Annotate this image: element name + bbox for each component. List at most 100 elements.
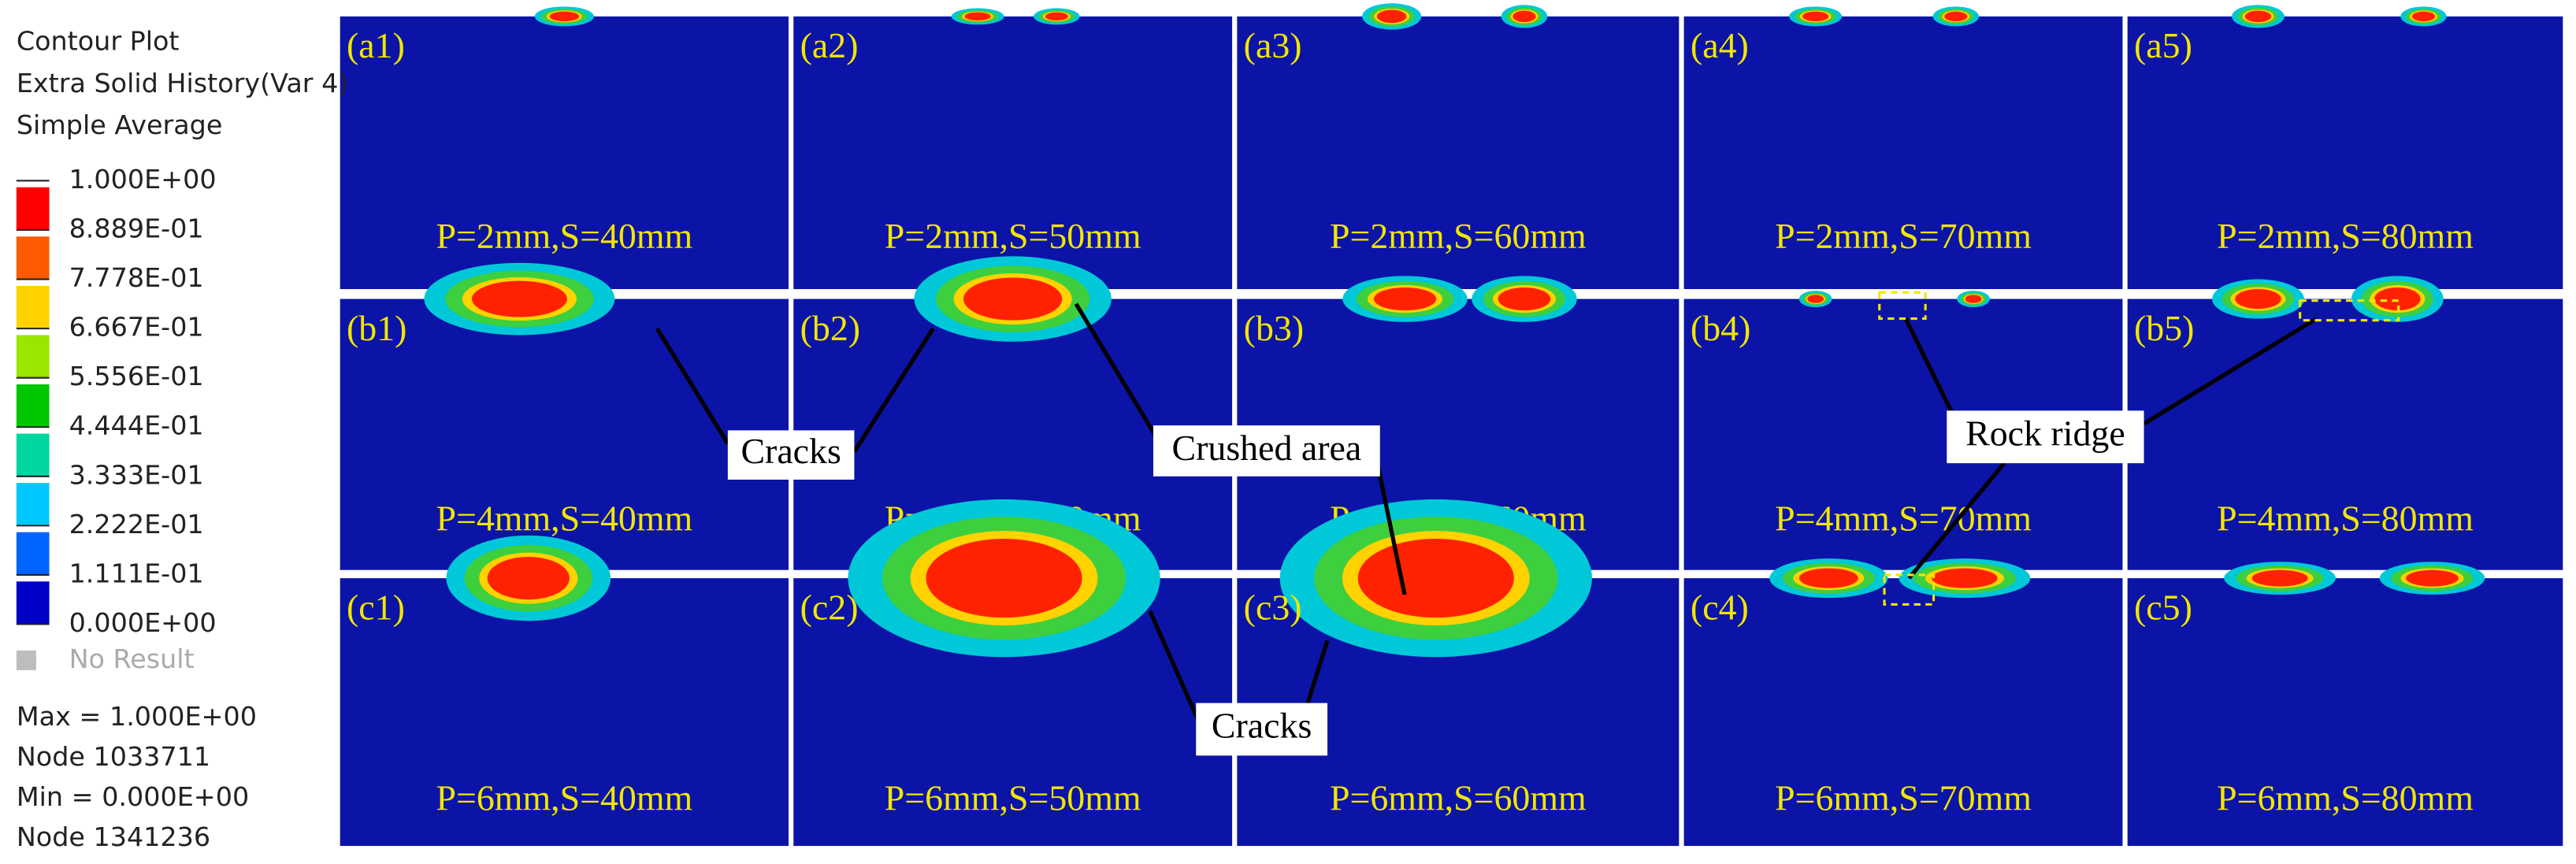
ridge-box: [1878, 291, 1927, 321]
color-swatch: [16, 532, 50, 575]
damage-zone: [1932, 568, 1998, 588]
panel: (c1) P=6mm,S=40mm: [340, 535, 789, 847]
damage-zone: [1498, 287, 1551, 311]
panel-caption: P=2mm,S=80mm: [2217, 216, 2474, 256]
panel-grid: (a1) P=2mm,S=40mm (a2) P=2mm,S=50mm (a3) P=2m…: [340, 3, 2563, 847]
panel-label: (c2): [800, 587, 859, 627]
panel-caption: P=4mm,S=80mm: [2217, 499, 2474, 539]
panel-caption: P=2mm,S=70mm: [1775, 216, 2032, 256]
panel-caption: P=6mm,S=80mm: [2217, 777, 2474, 818]
panel-label: (c1): [347, 587, 405, 627]
panel-caption: P=2mm,S=60mm: [1330, 216, 1587, 256]
panel: (b5) P=4mm,S=80mm: [2127, 276, 2563, 570]
leader-line: [1305, 640, 1330, 704]
damage-zone: [1373, 287, 1437, 311]
level-label: 4.444E-01: [69, 410, 204, 441]
leader-line: [655, 327, 730, 445]
stat-line: Node 1033711: [17, 741, 210, 772]
damage-zone: [1807, 295, 1824, 303]
level-label: 5.556E-01: [69, 361, 204, 391]
legend-title: Simple Average: [17, 109, 222, 140]
panel: (a3) P=2mm,S=60mm: [1237, 3, 1680, 290]
damage-zone: [487, 557, 570, 600]
panel-caption: P=4mm,S=40mm: [436, 499, 692, 539]
ridge-box: [1883, 573, 1936, 606]
level-label: 1.000E+00: [69, 164, 217, 195]
panel: (b1) P=4mm,S=40mm: [340, 262, 789, 570]
stat-line: Min = 0.000E+00: [17, 781, 249, 812]
no-result-label: No Result: [69, 643, 195, 674]
damage-zone: [1513, 10, 1536, 23]
level-label: 6.667E-01: [69, 312, 204, 343]
panel-label: (c4): [1691, 587, 1749, 627]
panel-label: (b1): [347, 308, 406, 348]
panel: (a1) P=2mm,S=40mm: [340, 6, 789, 290]
panel-label: (b2): [800, 308, 860, 348]
panel-background: [340, 299, 789, 570]
panel: (c5) P=6mm,S=80mm: [2127, 562, 2563, 847]
panel-label: (b3): [1244, 308, 1304, 348]
panel: (a5) P=2mm,S=80mm: [2127, 5, 2563, 290]
stat-line: Node 1341236: [17, 821, 210, 852]
leader-line: [1074, 302, 1160, 442]
damage-zone: [549, 11, 580, 22]
panel-background: [2127, 578, 2563, 847]
panel-caption: P=4mm,S=70mm: [1775, 499, 2032, 539]
legend: Contour Plot Extra Solid History(Var 4) Si…: [16, 26, 348, 852]
panel-background: [340, 578, 789, 847]
panel-caption: P=6mm,S=70mm: [1775, 777, 2032, 818]
damage-zone: [926, 539, 1082, 618]
damage-zone: [2251, 569, 2308, 587]
damage-zone: [1045, 12, 1068, 21]
panel-label: (c3): [1244, 587, 1302, 627]
panel-background: [793, 16, 1233, 290]
panel-background: [340, 16, 789, 290]
note-text: Rock ridge: [1965, 413, 2125, 453]
panel: (c3) P=6mm,S=60mm: [1237, 499, 1680, 847]
ridge-box: [2299, 299, 2400, 322]
damage-zone: [1944, 11, 1968, 22]
panel-caption: P=6mm,S=50mm: [885, 777, 1141, 818]
panel-label: (a5): [2134, 25, 2192, 65]
color-swatch: [16, 384, 50, 428]
damage-zone: [964, 12, 991, 21]
damage-zone: [1357, 539, 1514, 618]
note-text: Cracks: [741, 431, 841, 471]
panel-caption: P=2mm,S=40mm: [436, 216, 692, 256]
panel-background: [1683, 16, 2123, 290]
panel-background: [2127, 16, 2563, 290]
damage-zone: [1802, 11, 1829, 22]
panel-caption: P=6mm,S=60mm: [1330, 777, 1587, 818]
panel-background: [1683, 578, 2123, 847]
annotations: Cracks Crushed area Rock ridge Cracks: [655, 291, 2400, 756]
level-label: 7.778E-01: [69, 262, 204, 293]
damage-zone: [471, 280, 567, 317]
leader-line: [2143, 317, 2318, 426]
ridge-boxes: [1878, 291, 2400, 606]
panel-label: (a1): [347, 25, 405, 65]
note-box: [1196, 703, 1328, 756]
note-box: [1947, 410, 2144, 464]
level-label: 2.222E-01: [69, 509, 204, 540]
panel-label: (c5): [2134, 587, 2192, 627]
color-swatch: [16, 236, 50, 280]
panel: (a2) P=2mm,S=50mm: [793, 8, 1233, 290]
leader-line: [1907, 462, 2006, 580]
color-swatch: [16, 335, 50, 378]
legend-title: Contour Plot: [17, 26, 180, 57]
color-swatch: [16, 581, 50, 625]
panel-caption: P=2mm,S=50mm: [885, 216, 1141, 256]
color-swatch: [16, 483, 50, 526]
damage-zone: [2374, 287, 2421, 311]
panel-label: (a2): [800, 25, 859, 65]
damage-zone: [963, 277, 1063, 321]
leader-lines: [655, 302, 2318, 724]
panel-label: (b5): [2134, 308, 2194, 348]
level-label: 3.333E-01: [69, 459, 204, 490]
note-box: [727, 430, 855, 480]
color-swatch: [16, 285, 50, 329]
no-result-swatch: [16, 650, 36, 670]
color-swatch: [16, 187, 50, 230]
note-text: Crushed area: [1172, 428, 1362, 468]
